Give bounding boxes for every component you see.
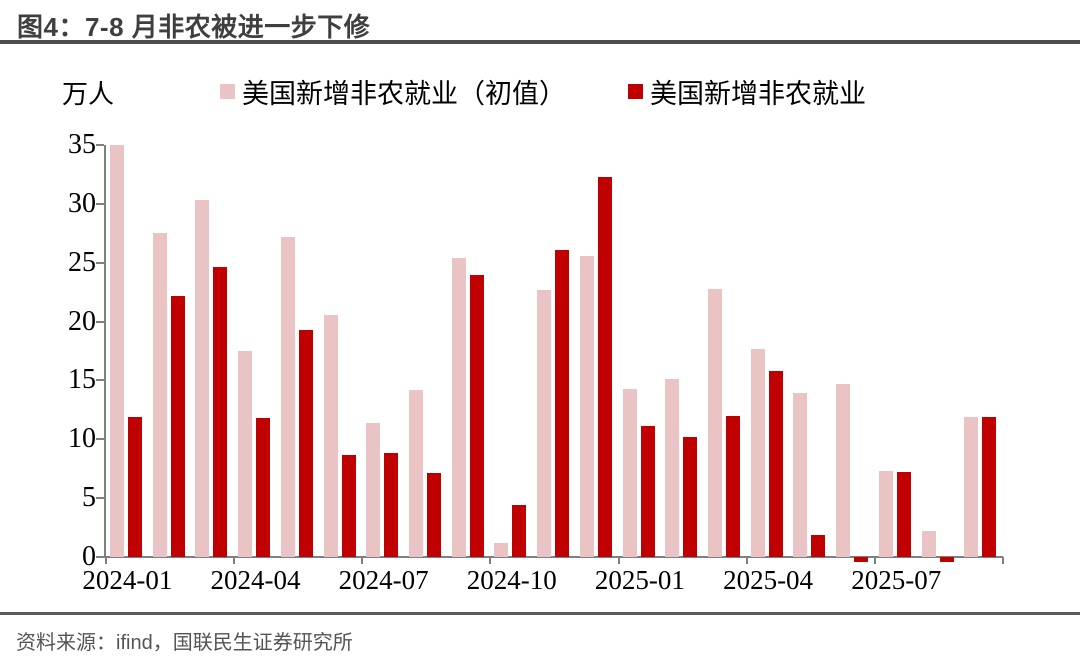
- bar-initial-2024-10: [494, 542, 509, 557]
- chart-legend: 美国新增非农就业（初值） 美国新增非农就业: [220, 72, 866, 111]
- legend-item-initial: 美国新增非农就业（初值）: [220, 72, 566, 111]
- y-axis-unit-label: 万人: [62, 80, 115, 109]
- x-axis-label-2025-01: 2025-01: [594, 565, 685, 595]
- bar-initial-2025-02: [665, 379, 680, 557]
- bar-initial-2025-08: [921, 531, 936, 557]
- bar-initial-2025-09: [964, 416, 979, 557]
- y-tick-35: [96, 144, 104, 146]
- bar-initial-2024-03: [195, 200, 210, 557]
- figure-header: 图4：7-8 月非农被进一步下修: [0, 0, 1080, 42]
- x-tick-3: [489, 557, 492, 564]
- source-note: 资料来源：ifind，国联民生证券研究所: [16, 632, 353, 654]
- title-divider: [0, 40, 1080, 44]
- figure-title: 图4：7-8 月非农被进一步下修: [17, 12, 371, 42]
- legend-item-revised: 美国新增非农就业: [628, 72, 866, 111]
- bar-initial-2025-05: [793, 393, 808, 557]
- x-axis-label-2024-10: 2024-10: [466, 565, 557, 595]
- bar-revised-2024-02: [170, 295, 185, 557]
- x-axis-line: [104, 556, 1003, 558]
- y-axis-label-35: 35: [68, 129, 96, 160]
- bar-initial-2024-08: [409, 389, 423, 557]
- x-axis-label-2024-04: 2024-04: [210, 565, 301, 595]
- x-axis-label-2025-07: 2025-07: [851, 565, 942, 595]
- y-tick-15: [96, 379, 104, 382]
- y-axis-line: [104, 145, 106, 557]
- bar-initial-2024-06: [323, 314, 338, 557]
- x-axis-label-2025-04: 2025-04: [723, 565, 814, 595]
- bar-revised-2024-08: [427, 473, 441, 557]
- bar-revised-2025-06: [854, 557, 869, 562]
- y-axis-label-10: 10: [68, 423, 96, 455]
- bar-revised-2024-04: [256, 418, 271, 557]
- x-axis-label-2024-01: 2024-01: [82, 565, 173, 595]
- footer-divider: [0, 612, 1080, 615]
- bar-revised-2024-12: [597, 176, 612, 557]
- x-tick-6: [873, 557, 876, 564]
- y-axis-label-15: 15: [68, 364, 96, 396]
- bar-initial-2025-06: [836, 383, 851, 557]
- bar-revised-2025-04: [768, 371, 783, 557]
- x-axis-label-2024-07: 2024-07: [338, 565, 429, 595]
- bar-revised-2024-06: [341, 454, 356, 557]
- y-axis-label-0: 0: [82, 541, 96, 572]
- y-tick-10: [96, 438, 104, 441]
- legend-label: 美国新增非农就业（初值）: [242, 79, 566, 109]
- y-tick-25: [96, 261, 104, 264]
- bar-revised-2025-08: [939, 557, 954, 562]
- x-tick-5: [745, 557, 748, 564]
- y-tick-5: [96, 497, 104, 500]
- y-tick-0: [96, 556, 104, 558]
- y-tick-30: [96, 202, 104, 205]
- x-tick-7: [1002, 557, 1004, 564]
- bar-revised-2024-10: [512, 505, 527, 557]
- bar-initial-2024-01: [110, 145, 124, 557]
- bar-revised-2024-05: [298, 329, 313, 557]
- bar-initial-2024-05: [280, 236, 295, 557]
- bar-initial-2025-07: [878, 471, 893, 557]
- bar-initial-2025-04: [750, 348, 765, 557]
- bar-revised-2025-05: [811, 534, 826, 557]
- bar-initial-2025-01: [622, 388, 637, 557]
- y-axis-label-30: 30: [68, 187, 96, 219]
- plot-area: [96, 144, 1004, 564]
- x-tick-4: [617, 557, 620, 564]
- x-tick-2: [361, 557, 364, 564]
- bar-initial-2024-07: [366, 422, 381, 557]
- bar-revised-2025-03: [726, 415, 740, 557]
- x-axis-labels: 2024-01 2024-04 2024-07 2024-10 2025-01 2025-…: [82, 565, 1003, 597]
- legend-label: 美国新增非农就业: [650, 79, 866, 109]
- bar-revised-2025-02: [683, 436, 698, 557]
- bar-initial-2024-04: [238, 351, 253, 557]
- bar-revised-2024-01: [128, 416, 142, 557]
- bar-initial-2025-03: [708, 288, 722, 557]
- y-axis-label-25: 25: [68, 246, 96, 278]
- bar-initial-2024-11: [537, 289, 552, 557]
- bar-revised-2024-09: [469, 274, 484, 557]
- bar-initial-2024-12: [579, 255, 594, 557]
- bar-revised-2024-07: [384, 453, 399, 557]
- bar-revised-2024-03: [213, 267, 228, 557]
- legend-swatch-icon: [220, 84, 235, 99]
- x-tick-1: [233, 557, 236, 564]
- bar-revised-2024-11: [555, 249, 570, 557]
- y-axis-labels: 0 5 10 15 20 25 30 35: [0, 129, 96, 572]
- y-axis-label-5: 5: [82, 482, 96, 514]
- bar-initial-2024-02: [152, 233, 167, 557]
- bar-revised-2025-07: [896, 472, 911, 557]
- bar-initial-2024-09: [451, 258, 466, 557]
- x-tick-0: [105, 557, 107, 564]
- y-tick-20: [96, 320, 104, 323]
- y-axis-label-20: 20: [68, 305, 96, 337]
- bar-revised-2025-09: [982, 416, 997, 557]
- bar-revised-2025-01: [640, 426, 655, 557]
- legend-swatch-icon: [628, 84, 643, 99]
